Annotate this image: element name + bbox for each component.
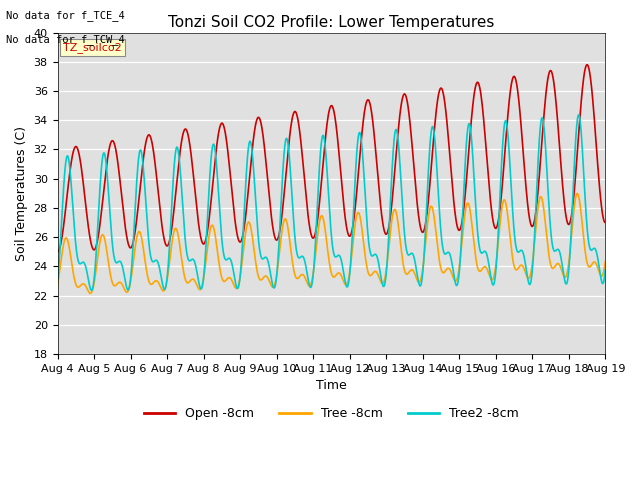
Title: Tonzi Soil CO2 Profile: Lower Temperatures: Tonzi Soil CO2 Profile: Lower Temperatur… <box>168 15 495 30</box>
Text: No data for f_TCW_4: No data for f_TCW_4 <box>6 34 125 45</box>
Text: TZ_soilco2: TZ_soilco2 <box>63 42 122 53</box>
Legend: Open -8cm, Tree -8cm, Tree2 -8cm: Open -8cm, Tree -8cm, Tree2 -8cm <box>140 402 524 425</box>
X-axis label: Time: Time <box>316 379 347 392</box>
Y-axis label: Soil Temperatures (C): Soil Temperatures (C) <box>15 126 28 261</box>
Text: No data for f_TCE_4: No data for f_TCE_4 <box>6 10 125 21</box>
